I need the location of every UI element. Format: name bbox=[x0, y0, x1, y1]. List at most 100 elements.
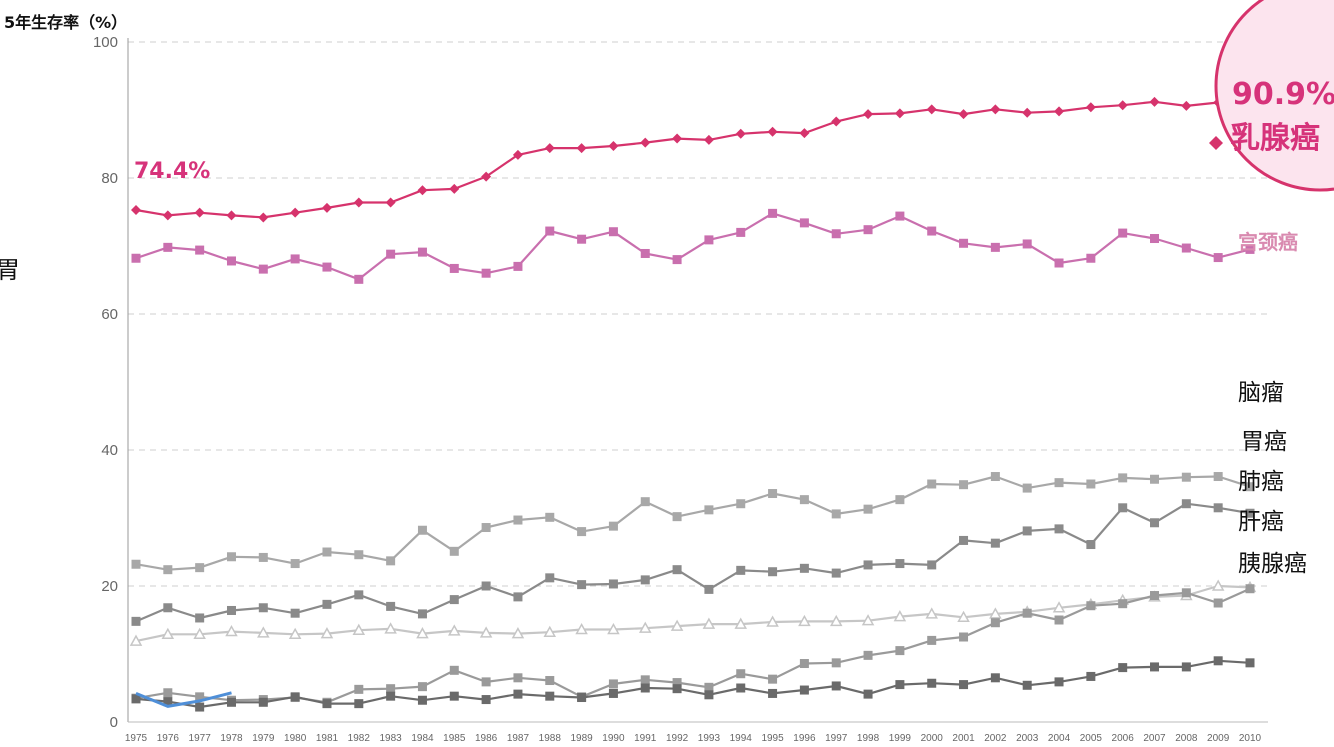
x-tick-labels: 1975 1976 1977 1978 1979 1980 1981 1982 1983 1984… bbox=[125, 733, 1262, 744]
x-tick-1997: 1997 bbox=[825, 733, 848, 744]
point-s5-1990 bbox=[608, 679, 618, 689]
y-tick-80: 80 bbox=[101, 170, 118, 187]
point-s1-1975 bbox=[131, 253, 141, 263]
point-s5-1985 bbox=[449, 665, 459, 675]
point-s1-1985 bbox=[449, 263, 459, 273]
point-s3-1985 bbox=[449, 595, 459, 605]
point-s4-2001 bbox=[957, 610, 970, 623]
point-s6-2008 bbox=[1181, 662, 1191, 672]
point-s3-2004 bbox=[1054, 524, 1064, 534]
point-s6-2010 bbox=[1245, 658, 1255, 668]
point-s4-1984 bbox=[416, 627, 429, 639]
point-s0-1986 bbox=[481, 171, 492, 182]
point-s0-1996 bbox=[799, 128, 810, 139]
point-s5-2001 bbox=[959, 632, 969, 642]
point-s5-1996 bbox=[799, 659, 809, 669]
point-s3-1987 bbox=[513, 592, 523, 602]
point-s0-1977 bbox=[194, 207, 205, 218]
point-s1-1984 bbox=[417, 247, 427, 257]
point-s0-1978 bbox=[226, 210, 237, 221]
point-s3-1988 bbox=[545, 573, 555, 583]
point-s0-1981 bbox=[321, 202, 332, 213]
point-s6-2003 bbox=[1022, 680, 1032, 690]
point-s1-2010 bbox=[1245, 244, 1255, 254]
point-s3-1982 bbox=[354, 590, 364, 600]
x-tick-1999: 1999 bbox=[889, 733, 912, 744]
right-label-liver: 肝癌 bbox=[1238, 509, 1284, 535]
point-s4-1976 bbox=[161, 627, 175, 640]
point-s3-1978 bbox=[226, 605, 236, 615]
point-s4-2004 bbox=[1052, 601, 1066, 613]
point-s2-1980 bbox=[290, 559, 300, 569]
x-tick-1979: 1979 bbox=[252, 733, 275, 744]
point-s2-1995 bbox=[768, 489, 778, 499]
point-s4-2009 bbox=[1211, 579, 1225, 591]
point-s2-1978 bbox=[226, 552, 236, 562]
y-tick-labels: 0 20 40 60 80 100 bbox=[93, 34, 118, 731]
point-s1-1995 bbox=[768, 208, 778, 218]
x-tick-1993: 1993 bbox=[698, 733, 721, 744]
point-s3-2005 bbox=[1086, 540, 1096, 550]
bubble-pointer-icon bbox=[1209, 136, 1223, 150]
y-tick-0: 0 bbox=[110, 714, 118, 731]
point-s3-1998 bbox=[863, 560, 873, 570]
point-s5-2008 bbox=[1181, 588, 1191, 598]
point-s6-2009 bbox=[1213, 656, 1223, 666]
point-s1-1990 bbox=[608, 227, 618, 237]
point-s6-1988 bbox=[545, 691, 555, 701]
point-s0-2007 bbox=[1149, 96, 1160, 107]
point-s3-1981 bbox=[322, 599, 332, 609]
series-line-0 bbox=[135, 100, 1251, 219]
point-s3-2010 bbox=[1245, 508, 1255, 518]
point-s3-1984 bbox=[417, 609, 427, 619]
point-s2-1984 bbox=[417, 525, 427, 535]
x-tick-1987: 1987 bbox=[507, 733, 530, 744]
point-s6-2000 bbox=[927, 678, 937, 688]
point-s2-2007 bbox=[1150, 474, 1160, 484]
point-s1-1997 bbox=[831, 229, 841, 239]
point-s5-2007 bbox=[1150, 591, 1160, 601]
series-6 bbox=[131, 656, 1255, 712]
point-s2-2004 bbox=[1054, 478, 1064, 488]
point-s3-1986 bbox=[481, 581, 491, 591]
point-s3-1989 bbox=[577, 580, 587, 590]
point-s0-1979 bbox=[258, 212, 269, 223]
point-s1-2009 bbox=[1213, 253, 1223, 263]
point-s2-1983 bbox=[386, 556, 396, 566]
point-s1-1978 bbox=[226, 256, 236, 266]
point-s6-1990 bbox=[608, 688, 618, 698]
point-s1-1976 bbox=[163, 242, 173, 252]
point-s3-1992 bbox=[672, 565, 682, 575]
point-s3-1995 bbox=[768, 567, 778, 577]
point-s6-2001 bbox=[959, 680, 969, 690]
x-tick-1986: 1986 bbox=[475, 733, 498, 744]
point-s5-2009 bbox=[1213, 598, 1223, 608]
point-s4-1975 bbox=[129, 634, 143, 646]
point-s0-1975 bbox=[131, 204, 141, 215]
point-s6-1986 bbox=[481, 695, 491, 705]
series-line-2 bbox=[135, 475, 1251, 571]
x-tick-1988: 1988 bbox=[539, 733, 562, 744]
point-s0-2003 bbox=[1022, 107, 1033, 118]
x-tick-2007: 2007 bbox=[1143, 733, 1166, 744]
point-s6-2004 bbox=[1054, 677, 1064, 687]
point-s4-1981 bbox=[320, 627, 334, 639]
point-s1-1991 bbox=[640, 248, 650, 258]
point-s1-1981 bbox=[322, 262, 332, 272]
point-s4-1993 bbox=[702, 617, 716, 629]
x-tick-1983: 1983 bbox=[380, 733, 403, 744]
point-s1-1989 bbox=[577, 234, 587, 244]
point-s5-1997 bbox=[831, 658, 841, 668]
point-s6-2002 bbox=[990, 673, 1000, 683]
point-s2-2009 bbox=[1213, 472, 1223, 482]
point-s0-1995 bbox=[767, 126, 778, 137]
x-tick-1975: 1975 bbox=[125, 733, 148, 744]
point-s6-1981 bbox=[322, 699, 332, 709]
point-s3-2007 bbox=[1150, 518, 1160, 528]
point-s6-1977 bbox=[195, 702, 205, 712]
point-s6-2007 bbox=[1150, 662, 1160, 672]
point-s3-2002 bbox=[990, 538, 1000, 548]
point-s1-2007 bbox=[1150, 234, 1160, 244]
point-s6-1997 bbox=[831, 681, 841, 691]
point-s5-1983 bbox=[386, 684, 396, 694]
